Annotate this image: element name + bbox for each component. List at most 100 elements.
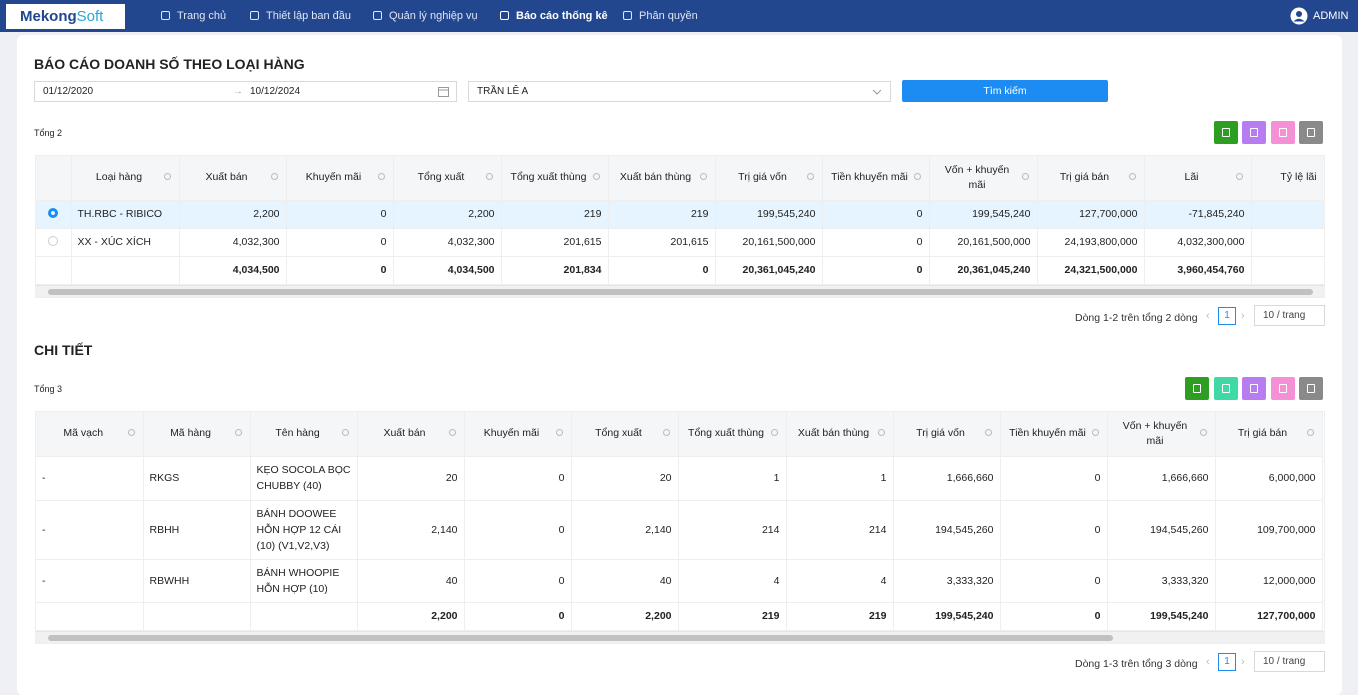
menu-item[interactable]: Trang chủ bbox=[161, 0, 226, 32]
search-icon bbox=[1091, 429, 1099, 436]
user-name[interactable]: ADMIN bbox=[1313, 10, 1349, 22]
button-icon bbox=[1193, 384, 1201, 393]
radio[interactable] bbox=[48, 207, 59, 218]
cell-text: 199,545,240 bbox=[757, 208, 816, 220]
next[interactable]: › bbox=[1241, 310, 1245, 322]
column-header[interactable]: Tiền khuyến mãi bbox=[822, 156, 930, 201]
page-number[interactable]: 1 bbox=[1218, 653, 1236, 671]
column-label: Khuyến mãi bbox=[483, 427, 540, 440]
scrollbar bbox=[36, 630, 1324, 643]
column-header[interactable]: Vốn + khuyến mãi bbox=[1107, 412, 1216, 457]
menu-item[interactable]: Báo cáo thống kê bbox=[500, 0, 608, 32]
total-text: 3,960,454,760 bbox=[1177, 264, 1245, 276]
column-header[interactable]: Trị giá vốn bbox=[715, 156, 823, 201]
data-row[interactable]: - RBHH BÁNH DOOWEE HỖN HỢP 12 CÁI (10) (V1… bbox=[36, 500, 1323, 560]
column-label: Tiền khuyến mãi bbox=[1009, 427, 1086, 440]
date-range[interactable]: 01/12/2020 → 10/12/2024 bbox=[34, 81, 457, 102]
cell-text: RBHH bbox=[149, 523, 180, 536]
column-label: Tổng xuất thùng bbox=[688, 427, 764, 440]
page-size[interactable]: 10 / trang bbox=[1254, 651, 1325, 672]
menu-item[interactable]: Quản lý nghiệp vụ bbox=[373, 0, 478, 32]
menu-item[interactable]: Thiết lập ban đầu bbox=[250, 0, 351, 32]
column-header[interactable]: Khuyến mãi bbox=[286, 156, 394, 201]
table-cell: RKGS bbox=[143, 456, 251, 501]
table-cell: 109,700,000 bbox=[1215, 500, 1323, 560]
total-text: 199,545,240 bbox=[1150, 610, 1209, 622]
column-header[interactable]: Vốn + khuyến mãi bbox=[929, 156, 1038, 201]
data-row[interactable]: - RKGS KẸO SOCOLA BỌC CHUBBY (40) 20 0 20 1 1 1,… bbox=[36, 456, 1323, 501]
toolbar-button[interactable] bbox=[1270, 377, 1295, 400]
search-icon bbox=[485, 173, 493, 180]
column-header[interactable]: Lãi bbox=[1144, 156, 1252, 201]
column-header[interactable]: Tổng xuất thùng bbox=[501, 156, 609, 201]
column-header[interactable]: Xuất bán bbox=[179, 156, 287, 201]
chevron bbox=[872, 89, 882, 95]
column-header[interactable]: Tên hàng bbox=[250, 412, 358, 457]
data-row[interactable]: TH.RBC - RIBICO 2,200 0 2,200 219 219 199,545,… bbox=[36, 200, 1324, 229]
column-label: Trị giá vốn bbox=[916, 427, 965, 440]
column-header[interactable]: Tổng xuất thùng bbox=[678, 412, 787, 457]
search-button[interactable]: Tìm kiếm bbox=[902, 80, 1108, 102]
page-text: 1 bbox=[1224, 656, 1230, 667]
search-icon bbox=[699, 173, 707, 180]
toolbar-button[interactable] bbox=[1299, 121, 1323, 144]
data-table: Mã vạch Mã hàng Tên hàng Xuất bán Khuyến mãi… bbox=[35, 411, 1325, 644]
toolbar-button[interactable] bbox=[1213, 121, 1238, 144]
column-header[interactable]: Khuyến mãi bbox=[464, 412, 572, 457]
prev[interactable]: ‹ bbox=[1206, 656, 1210, 668]
cell-text: 1 bbox=[880, 472, 887, 484]
cell-text: 109,700,000 bbox=[1257, 523, 1316, 536]
page-size[interactable]: 10 / trang bbox=[1254, 305, 1325, 326]
menu-item[interactable]: Phân quyền bbox=[623, 0, 698, 32]
button-icon bbox=[1221, 128, 1230, 137]
column-header[interactable]: Tổng xuất bbox=[393, 156, 502, 201]
staff-select[interactable]: TRẦN LÊ A bbox=[468, 81, 891, 102]
next[interactable]: › bbox=[1241, 656, 1245, 668]
column-label: Trị giá bán bbox=[1237, 427, 1288, 440]
total-cell: 20,361,045,240 bbox=[715, 256, 823, 285]
table-cell: 0 bbox=[464, 500, 572, 560]
toolbar-button[interactable] bbox=[1185, 377, 1209, 400]
column-header[interactable]: Loại hàng bbox=[71, 156, 180, 201]
data-row[interactable]: XX - XÚC XÍCH 4,032,300 0 4,032,300 201,615 2… bbox=[36, 228, 1324, 257]
staff-value: TRẦN LÊ A bbox=[477, 86, 529, 97]
cell-text: RKGS bbox=[149, 472, 180, 484]
column-header[interactable]: Xuất bán thùng bbox=[786, 412, 894, 457]
data-row[interactable]: - RBWHH BÁNH WHOOPIE HỖN HỢP (10) 40 0 40 4 4 3,… bbox=[36, 559, 1323, 603]
total-label: Tổng 3 bbox=[34, 384, 63, 394]
prev[interactable]: ‹ bbox=[1206, 310, 1210, 322]
cell-text: 0 bbox=[558, 574, 565, 587]
cell-text: 214 bbox=[868, 523, 887, 536]
column-header[interactable]: Xuất bán thùng bbox=[608, 156, 716, 201]
toolbar-button[interactable] bbox=[1299, 377, 1323, 400]
logo[interactable]: MekongSoft bbox=[6, 4, 125, 29]
cell-text: 20 bbox=[659, 472, 672, 484]
column-header[interactable]: Mã hàng bbox=[143, 412, 251, 457]
search-icon bbox=[127, 429, 135, 436]
total-cell: 2,200 bbox=[571, 602, 679, 631]
column-header[interactable]: Tỷ lệ lãi bbox=[1251, 156, 1324, 201]
page-number[interactable]: 1 bbox=[1218, 307, 1236, 325]
search-icon bbox=[1128, 173, 1136, 180]
user-icon[interactable] bbox=[1290, 7, 1308, 25]
scroll-thumb[interactable] bbox=[48, 288, 1313, 295]
scroll-thumb[interactable] bbox=[48, 634, 1113, 641]
column-label: Xuất bán bbox=[383, 427, 426, 440]
column-header[interactable]: Trị giá bán bbox=[1215, 412, 1323, 457]
radio[interactable] bbox=[48, 235, 59, 246]
column-header[interactable]: Trị giá vốn bbox=[893, 412, 1001, 457]
column-header[interactable]: Xuất bán bbox=[357, 412, 465, 457]
column-header[interactable]: Mã vạch bbox=[36, 412, 144, 457]
column-header[interactable]: Tổng xuất bbox=[571, 412, 679, 457]
button-icon bbox=[1278, 384, 1287, 393]
toolbar-button[interactable] bbox=[1270, 121, 1295, 144]
total-cell: 24,321,500,000 bbox=[1037, 256, 1145, 285]
cell-text: 0 bbox=[1094, 574, 1101, 587]
total-cell: 219 bbox=[786, 602, 894, 631]
toolbar-button[interactable] bbox=[1242, 121, 1266, 144]
table-cell: 2,140 bbox=[571, 500, 679, 560]
toolbar-button[interactable] bbox=[1242, 377, 1266, 400]
column-header[interactable]: Trị giá bán bbox=[1037, 156, 1145, 201]
toolbar-button[interactable] bbox=[1213, 377, 1238, 400]
column-header[interactable]: Tiền khuyến mãi bbox=[1000, 412, 1108, 457]
